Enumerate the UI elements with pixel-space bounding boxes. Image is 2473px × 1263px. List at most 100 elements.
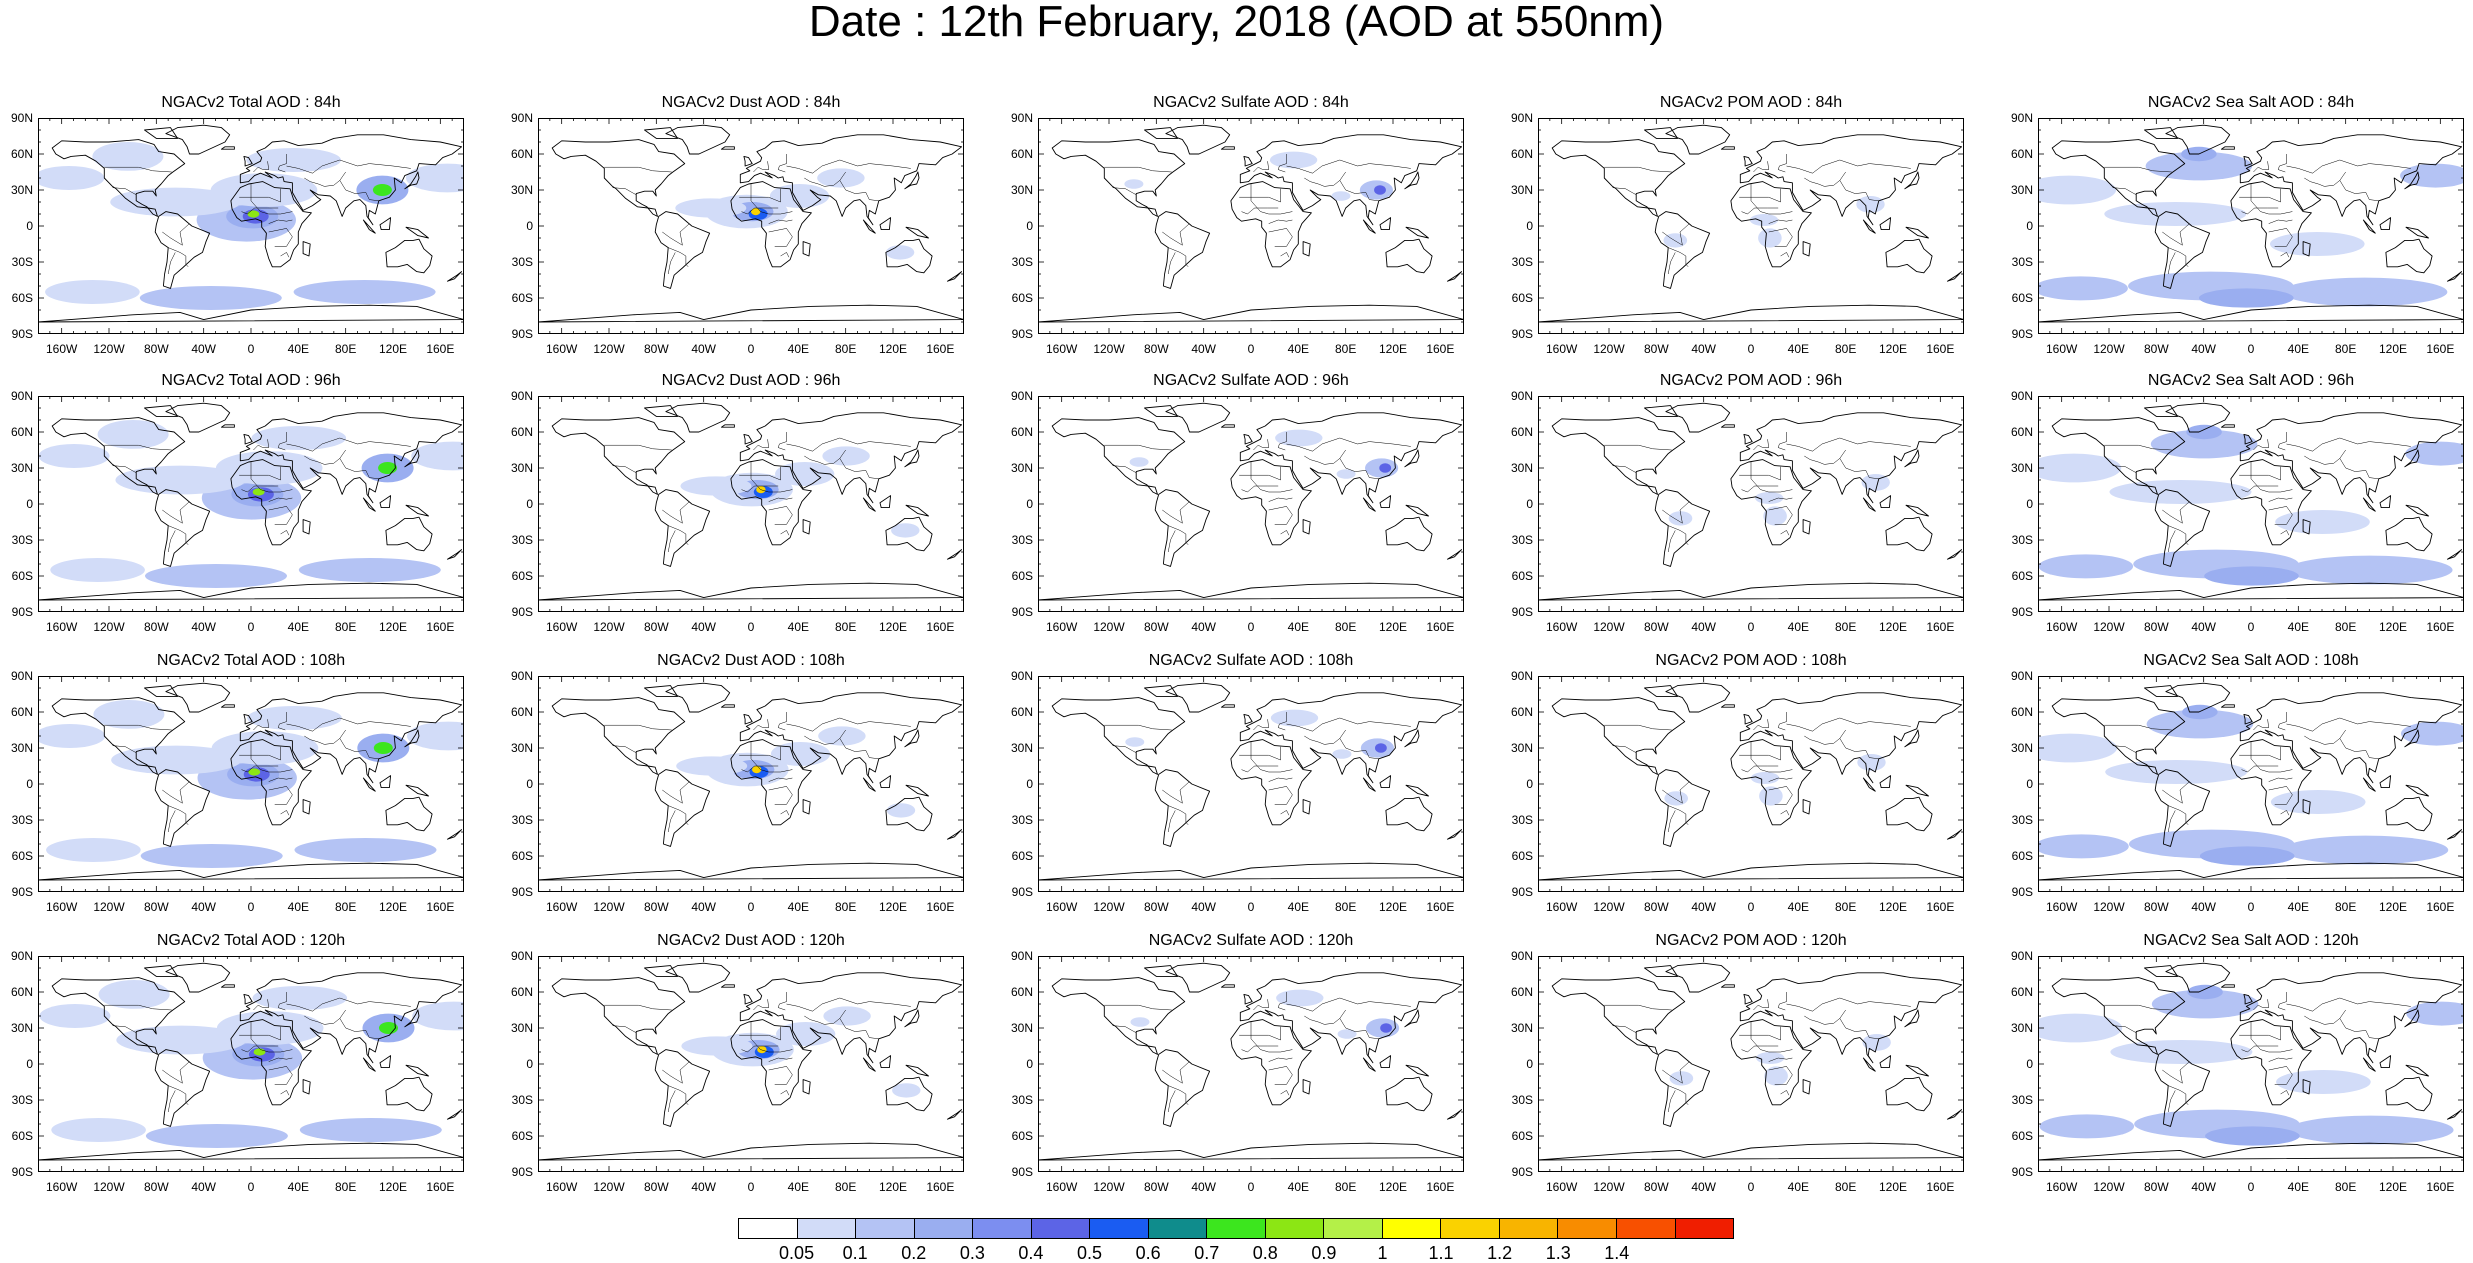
lat-tick-label: 90N [1010,949,1033,963]
lon-tick-label: 0 [747,342,755,356]
aod-field [298,558,441,582]
lat-tick-label: 60S [511,569,533,583]
lon-tick-label: 0 [747,620,755,634]
lon-tick-label: 0 [2247,342,2255,356]
lat-tick-label: 30N [510,741,533,755]
lat-tick-label: 60S [2011,849,2033,863]
lon-tick-label: 160E [1426,620,1455,634]
lon-tick-label: 0 [2247,1180,2255,1194]
aod-field [885,245,915,260]
lat-tick-label: 90S [511,885,533,899]
lon-tick-label: 120W [93,342,125,356]
world-map [2038,956,2464,1172]
lon-tick-label: 120W [593,1180,625,1194]
lon-tick-label: 80E [334,1180,357,1194]
aod-field [2205,1126,2300,1146]
panel-title: NGACv2 Sulfate AOD : 84h [1153,94,1349,111]
lat-tick-label: 90N [1510,111,1533,125]
lat-tick-label: 90N [510,669,533,683]
colorbar-swatch [739,1219,798,1238]
lon-tick-label: 120E [378,342,408,356]
lon-tick-label: 80W [2143,620,2169,634]
lat-tick-label: 90S [1011,885,1033,899]
aod-field [299,1118,442,1142]
aod-field [2110,1040,2253,1064]
lon-tick-label: 80E [1834,620,1857,634]
lat-tick-label: 60S [2011,1129,2033,1143]
lon-tick-label: 80W [143,1180,169,1194]
colorbar-label: 0.9 [1311,1243,1337,1263]
panel-title: NGACv2 Sulfate AOD : 96h [1153,372,1349,389]
lat-tick-label: 60N [10,985,33,999]
lon-tick-label: 120E [878,900,908,914]
lat-tick-label: 0 [26,777,33,791]
aod-field [1375,743,1387,753]
aod-field [775,462,835,486]
lon-tick-label: 0 [1747,620,1755,634]
colorbar-label: 1 [1377,1243,1388,1263]
colorbar-label: 0.2 [901,1243,927,1263]
lat-tick-label: 30N [510,183,533,197]
aod-field [1764,1066,1788,1086]
lat-tick-label: 90S [511,327,533,341]
lon-tick-label: 80E [1334,1180,1357,1194]
aod-field [818,726,866,746]
lat-tick-label: 60N [1510,425,1533,439]
lon-tick-label: 0 [747,1180,755,1194]
lon-tick-label: 40E [787,900,809,914]
lon-tick-label: 160E [426,342,455,356]
lon-tick-label: 160W [45,620,78,634]
colorbar-swatch [1207,1219,1266,1238]
lon-tick-label: 80E [1834,1180,1857,1194]
lat-tick-label: 90S [1011,327,1033,341]
lat-tick-label: 30N [1510,1021,1533,1035]
colorbar-swatch [1324,1219,1383,1238]
lon-tick-label: 40E [1787,342,1809,356]
lon-tick-label: 0 [247,342,255,356]
lat-tick-label: 30S [2011,813,2033,827]
aod-field [676,756,748,776]
aod-field [2287,555,2453,585]
aod-field [681,1036,753,1056]
lat-tick-label: 30N [2010,1021,2033,1035]
lon-tick-label: 40E [287,342,309,356]
aod-field [373,742,393,754]
lat-tick-label: 30N [1010,1021,1033,1035]
lat-tick-label: 30S [11,813,33,827]
lon-tick-label: 120E [1378,342,1408,356]
lat-tick-label: 90N [510,389,533,403]
lon-tick-label: 160E [1926,620,1955,634]
aod-field [293,280,436,304]
aod-field [50,558,145,582]
lon-tick-label: 160E [426,1180,455,1194]
lat-tick-label: 30S [1511,813,1533,827]
lon-tick-label: 80W [2143,900,2169,914]
lat-tick-label: 90S [1511,605,1533,619]
lat-tick-label: 0 [1526,777,1533,791]
lat-tick-label: 60S [511,1129,533,1143]
lon-tick-label: 160W [2045,342,2078,356]
lon-tick-label: 40E [287,1180,309,1194]
lon-tick-label: 40E [2287,620,2309,634]
lat-tick-label: 60N [1010,985,1033,999]
lon-tick-label: 160W [1045,900,1078,914]
aod-field [751,208,761,216]
lon-tick-label: 160E [2426,1180,2455,1194]
lat-tick-label: 30S [511,1093,533,1107]
lat-tick-label: 90N [1010,669,1033,683]
lat-tick-label: 30S [1011,1093,1033,1107]
world-map [538,118,964,334]
lat-tick-label: 30S [1511,1093,1533,1107]
aod-field [1663,233,1688,248]
aod-field [1130,1017,1150,1027]
lat-tick-label: 60N [10,705,33,719]
aod-field [1749,214,1779,226]
aod-field [406,163,464,193]
lon-tick-label: 40E [287,620,309,634]
colorbar-label: 0.4 [1018,1243,1044,1263]
aod-field [2281,277,2448,307]
aod-field [770,742,831,766]
lat-tick-label: 90S [1011,605,1033,619]
colorbar-label: 1.3 [1545,1243,1571,1263]
aod-field [1270,709,1319,727]
